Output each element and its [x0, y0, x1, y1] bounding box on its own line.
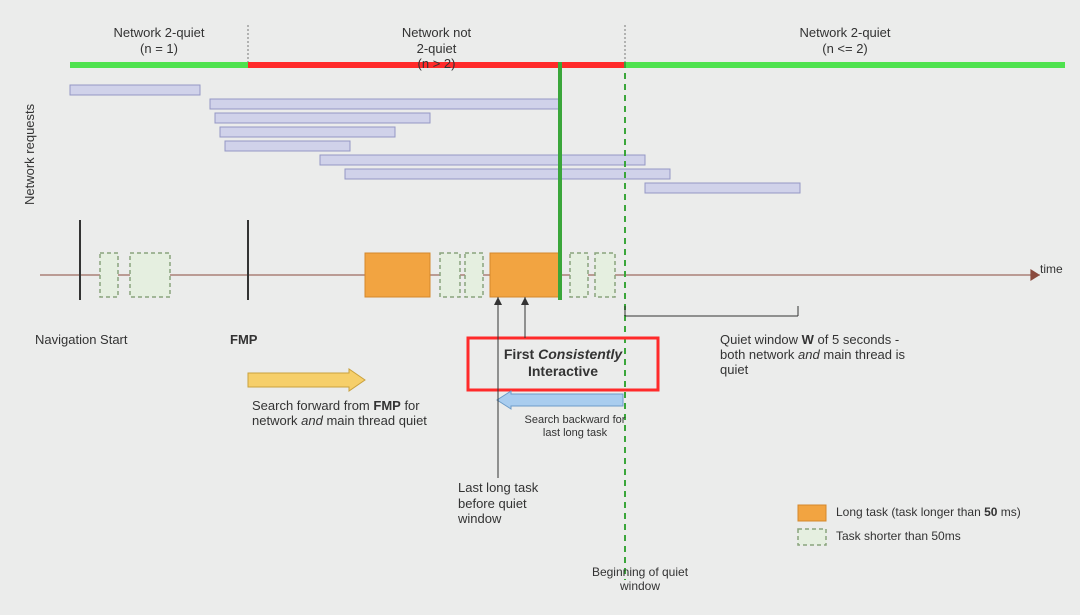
search-forward-text: Search forward from FMP for network and …: [252, 398, 432, 428]
fmp-label: FMP: [230, 332, 257, 348]
quiet-start-label: Beginning of quietwindow: [565, 565, 715, 594]
quiet-window-text: Quiet window W of 5 seconds - both netwo…: [720, 332, 910, 377]
y-axis-label: Network requests: [22, 104, 37, 205]
legend-item-label: Long task (task longer than 50 ms): [836, 505, 1021, 519]
legend-item-label: Task shorter than 50ms: [836, 529, 961, 543]
fci-box-text: First ConsistentlyInteractive: [468, 346, 658, 380]
status-segment-label: Network not2-quiet(n > 2): [347, 25, 527, 72]
nav-start-label: Navigation Start: [35, 332, 155, 348]
time-axis-label: time: [1040, 262, 1063, 276]
status-segment-label: Network 2-quiet(n = 1): [69, 25, 249, 56]
status-segment-label: Network 2-quiet(n <= 2): [755, 25, 935, 56]
last-long-task-text: Last long taskbefore quietwindow: [458, 480, 628, 527]
search-backward-text: Search backward forlast long task: [500, 414, 650, 440]
